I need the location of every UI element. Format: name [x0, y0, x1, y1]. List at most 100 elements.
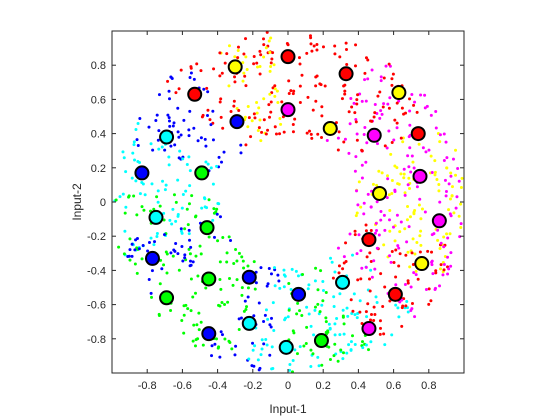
- data-point: [228, 341, 232, 345]
- data-point: [356, 93, 360, 97]
- data-point: [390, 77, 394, 81]
- data-point: [433, 170, 437, 174]
- data-point: [179, 229, 183, 233]
- data-point: [442, 235, 446, 239]
- data-point: [191, 295, 195, 299]
- data-point: [360, 322, 364, 326]
- data-point: [273, 84, 277, 88]
- data-point: [329, 256, 333, 260]
- data-point: [212, 211, 216, 215]
- data-point: [364, 223, 368, 227]
- data-point: [373, 267, 377, 271]
- data-point: [121, 150, 125, 154]
- data-point: [419, 217, 423, 221]
- cluster-center-marker: [322, 120, 338, 136]
- data-point: [155, 232, 159, 236]
- data-point: [241, 79, 245, 83]
- data-point: [132, 143, 136, 147]
- data-point: [368, 251, 372, 255]
- data-point: [434, 110, 438, 114]
- data-point: [194, 214, 198, 218]
- data-point: [393, 239, 397, 243]
- data-point: [390, 178, 394, 182]
- data-point: [395, 121, 399, 125]
- cluster-center-marker: [410, 126, 426, 142]
- data-point: [343, 83, 347, 87]
- data-point: [150, 269, 154, 273]
- data-point: [353, 343, 357, 347]
- data-point: [199, 320, 203, 324]
- data-point: [359, 249, 363, 253]
- data-point: [161, 179, 165, 183]
- data-point: [427, 302, 431, 306]
- data-point: [262, 43, 266, 47]
- data-point: [215, 207, 219, 211]
- data-point: [127, 195, 131, 199]
- data-point: [446, 272, 450, 276]
- data-point: [293, 117, 297, 121]
- data-point: [184, 189, 188, 193]
- data-point: [247, 357, 251, 361]
- data-point: [152, 243, 156, 247]
- data-point: [271, 366, 275, 370]
- data-point: [383, 144, 387, 148]
- data-point: [278, 286, 282, 290]
- data-point: [298, 100, 302, 104]
- data-point: [395, 101, 399, 105]
- y-axis-ticks: 0.8 0.6 0.4 0.2 0 -0.2 -0.4 -0.6 -0.8: [87, 60, 464, 346]
- data-point: [237, 317, 241, 321]
- data-point: [317, 364, 321, 368]
- data-point: [250, 119, 254, 123]
- data-point: [415, 110, 419, 114]
- data-point: [392, 261, 396, 265]
- data-point: [264, 338, 268, 342]
- x-tick-label: 0.4: [351, 380, 366, 392]
- data-point: [262, 118, 266, 122]
- data-point: [180, 245, 184, 249]
- data-point: [339, 348, 343, 352]
- data-point: [191, 339, 195, 343]
- data-point: [342, 322, 346, 326]
- data-point: [233, 353, 237, 357]
- data-point: [121, 192, 125, 196]
- data-point: [174, 91, 178, 95]
- cluster-center-marker: [241, 315, 257, 331]
- data-point: [438, 284, 442, 288]
- data-point: [350, 311, 354, 315]
- data-point: [320, 363, 324, 367]
- data-point: [341, 357, 345, 361]
- data-point: [193, 344, 197, 348]
- data-point: [425, 104, 429, 108]
- data-point: [153, 240, 157, 244]
- data-point: [342, 255, 346, 259]
- data-point: [196, 274, 200, 278]
- cluster-center-marker: [148, 209, 164, 225]
- data-point: [269, 36, 273, 40]
- data-point: [223, 337, 227, 341]
- data-point: [157, 129, 161, 133]
- data-point: [362, 201, 366, 205]
- data-point: [164, 250, 168, 254]
- x-tick-label: -0.8: [138, 380, 157, 392]
- y-tick-label: -0.2: [87, 231, 106, 243]
- data-point: [200, 115, 204, 119]
- data-point: [388, 229, 392, 233]
- data-point: [315, 48, 319, 52]
- data-point: [382, 332, 386, 336]
- data-point: [390, 333, 394, 337]
- data-point: [192, 126, 196, 130]
- data-point: [219, 287, 223, 291]
- data-point: [122, 156, 126, 160]
- data-point: [252, 55, 256, 59]
- data-point: [203, 137, 207, 141]
- data-point: [309, 42, 313, 46]
- data-point: [433, 173, 437, 177]
- data-point: [439, 263, 443, 267]
- y-tick-label: 0: [100, 197, 106, 209]
- data-point: [268, 69, 272, 73]
- data-point: [342, 261, 346, 265]
- data-point: [291, 130, 295, 134]
- data-point: [403, 282, 407, 286]
- data-point: [271, 86, 275, 90]
- data-point: [325, 138, 329, 142]
